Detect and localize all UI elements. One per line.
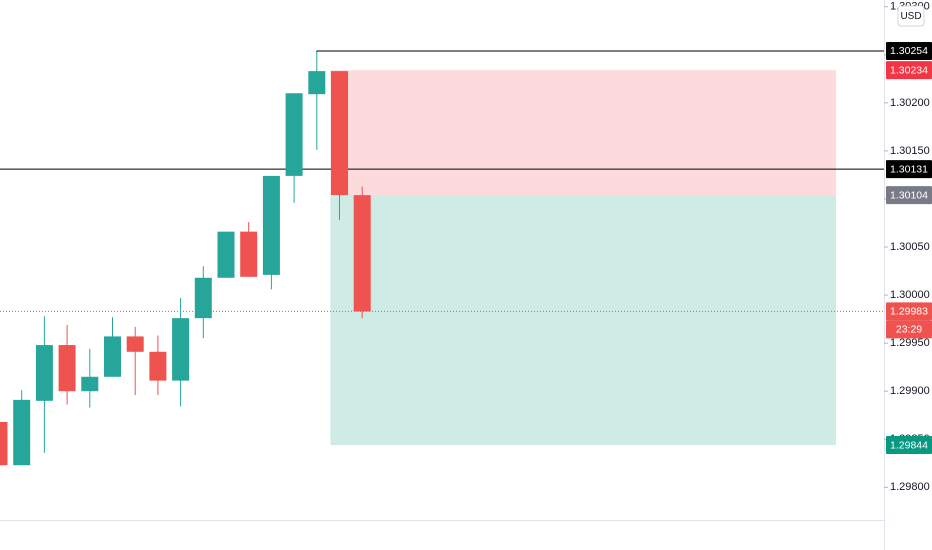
x-tick-label: 07:30	[53, 529, 81, 541]
candle-body	[13, 399, 31, 466]
candle-body	[194, 277, 212, 319]
x-tick-label: 19:30	[598, 529, 626, 541]
y-tick-label: 1.29900	[890, 385, 930, 397]
x-tick-label: 10:30	[190, 529, 218, 541]
candle-body	[35, 345, 53, 401]
level-line-label-box	[886, 160, 932, 179]
countdown-label-box	[886, 320, 932, 339]
x-tick-label: 30	[810, 529, 822, 541]
x-tick-label: 22:30	[734, 529, 762, 541]
candle-body	[0, 421, 8, 466]
x-tick-label: 13:30	[326, 529, 354, 541]
candle-body	[149, 351, 167, 381]
candle-body	[172, 318, 190, 381]
y-tick-label: 1.30050	[890, 241, 930, 253]
x-tick-label: 15:00	[394, 529, 422, 541]
level-line-label: 1.30131	[890, 163, 928, 175]
y-tick-label: 1.30150	[890, 145, 930, 157]
candle-body	[285, 93, 303, 176]
y-tick-label: 1.30200	[890, 97, 930, 109]
x-tick-label: 16:30	[462, 529, 490, 541]
candle-body	[262, 175, 280, 275]
price-axis: 1.298001.298501.299001.299501.300001.300…	[884, 1, 932, 493]
target-label-box	[886, 436, 932, 455]
currency-label: USD	[900, 11, 921, 22]
x-tick-label: 12:00	[258, 529, 286, 541]
x-tick-label: 21:00	[666, 529, 694, 541]
last-price-label-box	[886, 302, 932, 321]
candle-body	[331, 71, 348, 196]
currency-box	[897, 5, 925, 27]
entry-label: 1.30104	[890, 189, 928, 201]
stop-zone	[330, 70, 836, 196]
target-zone	[330, 195, 836, 446]
stop-label: 1.30234	[890, 64, 928, 76]
stop-label-box	[886, 61, 932, 80]
candle-body	[353, 195, 371, 312]
x-tick-label: 09:00	[121, 529, 149, 541]
x-tick-label: 18:00	[530, 529, 558, 541]
candle-body	[58, 345, 76, 392]
target-label: 1.29844	[890, 439, 928, 451]
high-line-label: 1.30254	[890, 45, 928, 57]
y-tick-label: 1.29800	[890, 481, 930, 493]
candle-body	[240, 231, 258, 277]
entry-label-box	[886, 186, 932, 205]
candle-body	[308, 71, 326, 95]
plot-area: 06:00 07:30 09:00 10:30 12:00 13:30 15:00 16:30…	[0, 50, 884, 541]
countdown-label: 23:29	[896, 324, 922, 336]
high-line-label-box	[886, 41, 932, 60]
x-tick-label: 06:00	[0, 529, 13, 541]
y-tick-label: 1.29950	[890, 337, 930, 349]
candle-body	[126, 336, 144, 352]
y-tick-label: 1.30000	[890, 289, 930, 301]
candle-body	[104, 336, 121, 377]
candle-body	[81, 376, 99, 392]
candle-body	[217, 231, 235, 278]
last-price-label: 1.29983	[890, 306, 928, 318]
